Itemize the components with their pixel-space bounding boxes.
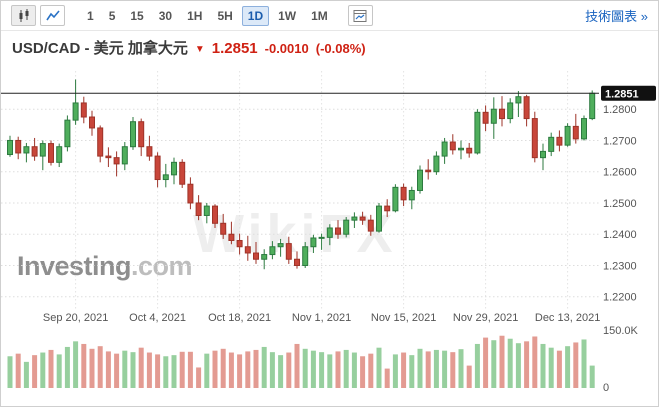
interval-button-15[interactable]: 15	[124, 6, 149, 26]
indicators-panel-icon	[353, 9, 367, 22]
chart-toolbar: 1 5 15 30 1H 5H 1D 1W 1M 技術圖表 »	[1, 1, 658, 31]
line-chart-button[interactable]	[40, 5, 65, 26]
interval-button-1[interactable]: 1	[81, 6, 100, 26]
investing-watermark-text: Investing	[17, 251, 132, 281]
svg-text:Nov 29, 2021: Nov 29, 2021	[453, 312, 518, 324]
price-down-arrow-icon: ▼	[194, 44, 205, 55]
svg-text:Dec 13, 2021: Dec 13, 2021	[535, 312, 600, 324]
interval-button-1h[interactable]: 1H	[181, 6, 208, 26]
svg-text:1.2600: 1.2600	[603, 167, 637, 179]
interval-button-1d[interactable]: 1D	[241, 5, 270, 26]
svg-text:Sep 20, 2021: Sep 20, 2021	[43, 312, 108, 324]
candlestick-chart-button[interactable]	[11, 5, 36, 26]
instrument-header: USD/CAD - 美元 加拿大元 ▼ 1.2851 -0.0010 (-0.0…	[12, 37, 366, 58]
investing-watermark-suffix: .com	[131, 251, 193, 281]
interval-button-5[interactable]: 5	[103, 6, 122, 26]
candlestick-icon	[19, 8, 28, 22]
price-change-pct: (-0.08%)	[315, 41, 366, 56]
svg-text:1.2300: 1.2300	[603, 260, 637, 272]
pair-title: USD/CAD - 美元 加拿大元	[12, 40, 188, 57]
svg-text:1.2851: 1.2851	[605, 88, 639, 100]
svg-text:1.2200: 1.2200	[603, 292, 637, 304]
svg-text:Nov 15, 2021: Nov 15, 2021	[371, 312, 436, 324]
interval-button-1m[interactable]: 1M	[305, 6, 334, 26]
svg-text:150.0K: 150.0K	[603, 325, 639, 337]
svg-text:Nov 1, 2021: Nov 1, 2021	[292, 312, 351, 324]
svg-text:Oct 18, 2021: Oct 18, 2021	[208, 312, 271, 324]
interval-button-30[interactable]: 30	[153, 6, 178, 26]
indicators-button[interactable]	[347, 5, 373, 26]
technical-chart-link[interactable]: 技術圖表 »	[585, 9, 648, 24]
price-change: -0.0010	[264, 41, 309, 56]
svg-text:1.2800: 1.2800	[603, 104, 637, 116]
interval-button-1w[interactable]: 1W	[272, 6, 302, 26]
svg-text:1.2700: 1.2700	[603, 135, 637, 147]
candlestick-price-chart[interactable]: 1.2800 1.2700 1.2600 1.2500 1.2400 1.2300 1.22…	[1, 67, 659, 407]
last-price: 1.2851	[211, 40, 258, 57]
svg-text:1.2500: 1.2500	[603, 198, 637, 210]
interval-buttons: 1 5 15 30 1H 5H 1D 1W 1M	[81, 5, 334, 26]
interval-button-5h[interactable]: 5H	[211, 6, 238, 26]
svg-text:1.2400: 1.2400	[603, 229, 637, 241]
investing-watermark: Investing.com	[17, 251, 193, 282]
line-chart-icon	[45, 9, 60, 20]
svg-text:Oct 4, 2021: Oct 4, 2021	[129, 312, 186, 324]
svg-text:0: 0	[603, 382, 609, 394]
